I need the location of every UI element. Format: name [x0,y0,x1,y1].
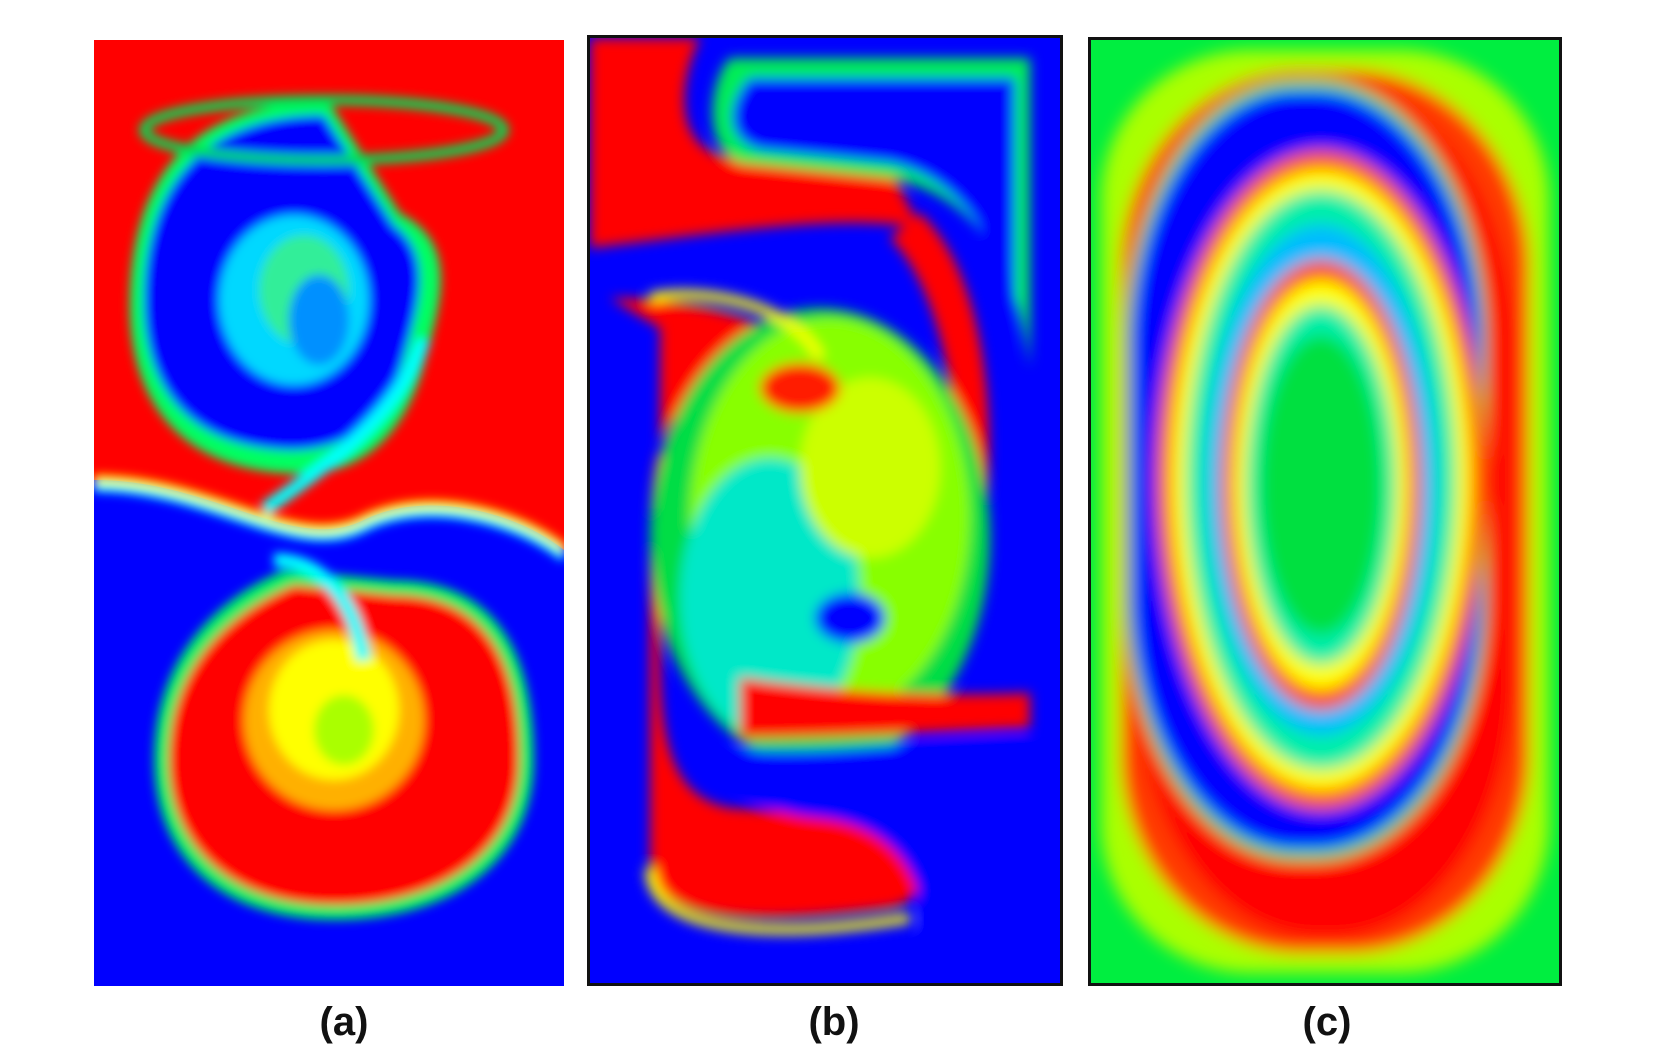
contour-plot-b [590,38,1030,983]
contour-plot-a [94,40,564,920]
panel-caption-a: (a) [319,1000,369,1044]
contour-panel-a [94,40,564,986]
contour-panel-c [1088,37,1562,986]
contour-panel-b [587,35,1063,986]
panel-caption-c: (c) [1302,1000,1352,1044]
panel-caption-b: (b) [808,1000,860,1044]
contour-plot-c [1091,40,1559,983]
